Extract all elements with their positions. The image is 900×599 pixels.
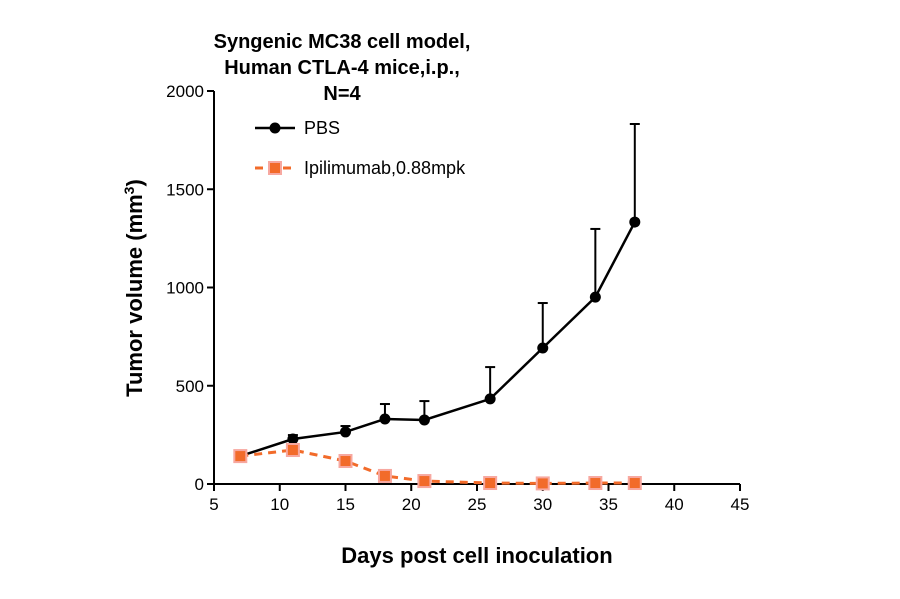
legend-marker <box>268 161 282 175</box>
data-point <box>418 414 430 426</box>
x-tick-label: 45 <box>731 495 750 514</box>
chart-title-line3: N=4 <box>323 83 361 105</box>
data-point <box>484 393 496 405</box>
x-tick-label: 35 <box>599 495 618 514</box>
data-point <box>535 476 550 491</box>
x-axis-label: Days post cell inoculation <box>341 543 612 568</box>
x-tick-label: 25 <box>468 495 487 514</box>
series-1 <box>233 443 642 491</box>
x-tick-label: 30 <box>533 495 552 514</box>
legend-label: PBS <box>304 118 340 138</box>
legend-marker <box>269 122 281 134</box>
data-point <box>338 454 353 469</box>
data-point <box>340 426 351 438</box>
chart-title-line2: Human CTLA-4 mice,i.p., <box>224 57 460 79</box>
data-point <box>589 291 601 303</box>
chart-title-line1: Syngenic MC38 cell model, <box>214 31 471 53</box>
x-tick-label: 40 <box>665 495 684 514</box>
y-tick-label: 0 <box>195 475 204 494</box>
x-tick-label: 15 <box>336 495 355 514</box>
data-point <box>379 413 391 425</box>
y-axis-label: Tumor volume (mm3) <box>121 179 147 397</box>
data-point <box>285 443 300 458</box>
data-point <box>537 342 549 354</box>
legend-label: Ipilimumab,0.88mpk <box>304 158 466 178</box>
data-point <box>588 476 603 491</box>
y-tick-label: 1500 <box>166 180 204 199</box>
data-point <box>233 449 248 464</box>
data-point <box>627 476 642 491</box>
data-point <box>377 468 392 483</box>
data-point <box>629 216 641 228</box>
data-point <box>417 474 432 489</box>
x-tick-label: 20 <box>402 495 421 514</box>
x-tick-label: 5 <box>209 495 218 514</box>
y-tick-label: 1000 <box>166 279 204 298</box>
series-line <box>239 221 636 458</box>
x-tick-label: 10 <box>270 495 289 514</box>
y-tick-label: 500 <box>176 377 204 396</box>
data-point <box>287 433 299 445</box>
y-tick-label: 2000 <box>166 82 204 101</box>
series-0 <box>234 123 641 462</box>
data-point <box>483 476 498 491</box>
